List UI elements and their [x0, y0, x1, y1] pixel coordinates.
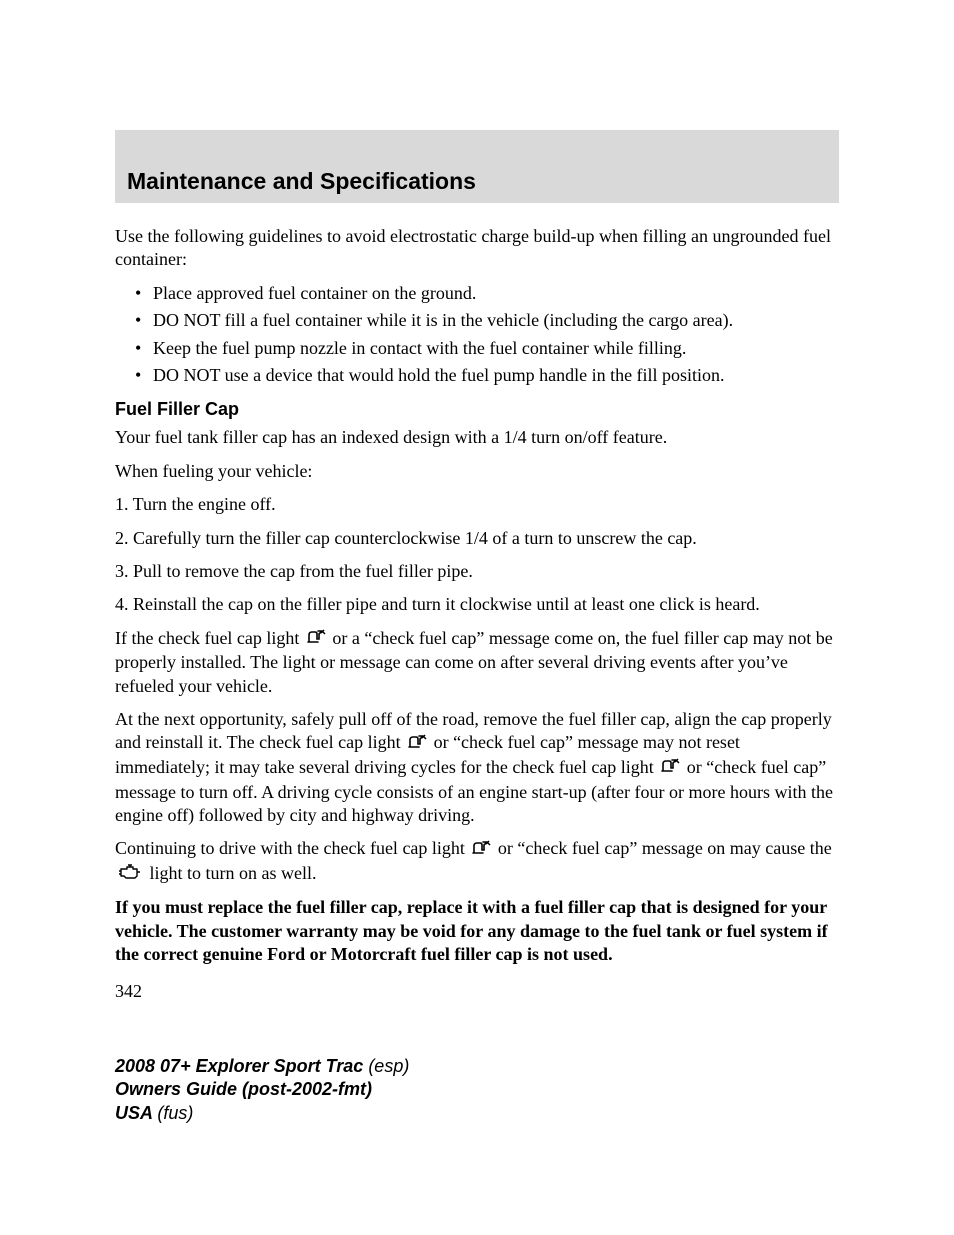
text-fragment: light to turn on as well.: [150, 863, 317, 883]
footer-text-italic: (esp): [368, 1056, 409, 1076]
fuel-cap-icon: [306, 628, 326, 651]
step-2: 2. Carefully turn the filler cap counter…: [115, 527, 839, 550]
list-item: Place approved fuel container on the gro…: [135, 282, 839, 305]
warning-paragraph: If you must replace the fuel filler cap,…: [115, 896, 839, 966]
paragraph-when-fueling: When fueling your vehicle:: [115, 460, 839, 483]
step-1: 1. Turn the engine off.: [115, 493, 839, 516]
footer: 2008 07+ Explorer Sport Trac (esp) Owner…: [115, 1055, 409, 1125]
footer-line-3: USA (fus): [115, 1102, 409, 1125]
fuel-cap-icon: [660, 757, 680, 780]
text-fragment: If the check fuel cap light: [115, 628, 304, 648]
page-number: 342: [115, 981, 839, 1002]
paragraph-check-cap-2: At the next opportunity, safely pull off…: [115, 708, 839, 827]
paragraph-cap-intro: Your fuel tank filler cap has an indexed…: [115, 426, 839, 449]
footer-text-bold: USA: [115, 1103, 157, 1123]
subheading-fuel-filler-cap: Fuel Filler Cap: [115, 399, 839, 420]
page-content: Maintenance and Specifications Use the f…: [0, 0, 954, 1002]
step-3: 3. Pull to remove the cap from the fuel …: [115, 560, 839, 583]
paragraph-check-cap-3: Continuing to drive with the check fuel …: [115, 837, 839, 886]
fuel-cap-icon: [471, 839, 491, 862]
guidelines-list: Place approved fuel container on the gro…: [115, 282, 839, 388]
list-item: DO NOT fill a fuel container while it is…: [135, 309, 839, 332]
footer-text-bold: Owners Guide (post-2002-fmt): [115, 1079, 372, 1099]
section-title: Maintenance and Specifications: [127, 168, 839, 195]
footer-line-1: 2008 07+ Explorer Sport Trac (esp): [115, 1055, 409, 1078]
header-band: Maintenance and Specifications: [115, 130, 839, 203]
paragraph-check-cap-1: If the check fuel cap light or a “check …: [115, 627, 839, 698]
fuel-cap-icon: [407, 733, 427, 756]
footer-line-2: Owners Guide (post-2002-fmt): [115, 1078, 409, 1101]
list-item: DO NOT use a device that would hold the …: [135, 364, 839, 387]
footer-text-bold: 2008 07+ Explorer Sport Trac: [115, 1056, 368, 1076]
step-4: 4. Reinstall the cap on the filler pipe …: [115, 593, 839, 616]
engine-icon: [117, 863, 143, 886]
text-fragment: or “check fuel cap” message on may cause…: [498, 838, 832, 858]
intro-paragraph: Use the following guidelines to avoid el…: [115, 225, 839, 272]
text-fragment: Continuing to drive with the check fuel …: [115, 838, 469, 858]
footer-text-italic: (fus): [157, 1103, 193, 1123]
list-item: Keep the fuel pump nozzle in contact wit…: [135, 337, 839, 360]
